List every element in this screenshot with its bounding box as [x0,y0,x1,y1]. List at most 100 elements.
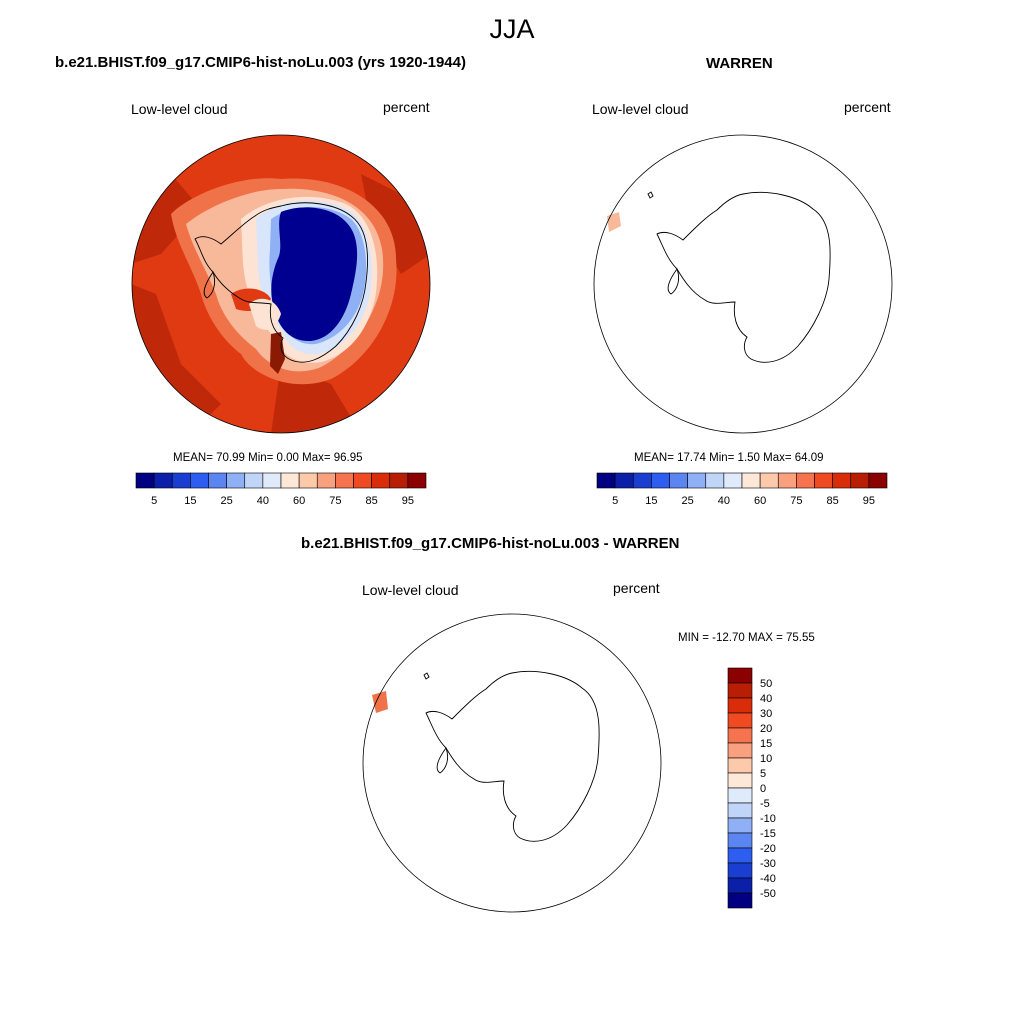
panel2-colorbar-swatch [705,472,725,489]
panel3-colorbar-swatch [727,772,753,789]
panel1-title: b.e21.BHIST.f09_g17.CMIP6-hist-noLu.003 … [55,54,466,71]
panel1-colorbar-tick-label: 95 [402,495,414,507]
panel2-colorbar: 5 15 25 40 60 75 85 95 [596,472,888,507]
panel3-colorbar-tick-label: 50 [760,678,772,690]
panel3-title: b.e21.BHIST.f09_g17.CMIP6-hist-noLu.003 … [301,535,680,552]
panel3-colorbar-swatch [727,847,753,864]
panel2-colorbar-swatch [759,472,779,489]
panel3-colorbar-swatch [727,727,753,744]
panel1-colorbar-swatch [226,472,246,489]
panel2-stats: MEAN= 17.74 Min= 1.50 Max= 64.09 [634,452,824,464]
panel2-colorbar-swatch [832,472,852,489]
panel2-data-patch [607,212,621,232]
panel1-colorbar-tick-label: 60 [293,495,305,507]
panel2-colorbar-tick-label: 5 [612,495,618,507]
panel3-colorbar-tick-label: 30 [760,708,772,720]
panel2-coastline [647,191,831,363]
panel2-colorbar-swatch [651,472,670,489]
panel3-colorbar-tick-label: -40 [760,873,776,885]
panel1-units-label: percent [383,99,430,115]
panel2-colorbar-tick-label: 25 [682,495,694,507]
panel1-colorbar-swatch [262,472,282,489]
panel3-colorbar-tick-label: 0 [760,783,766,795]
panel1-colorbar-swatch [280,472,300,489]
panel1-polar-map [131,134,431,434]
panel2-colorbar-swatch [669,472,688,489]
panel1-cloud-field [132,135,430,433]
panel3-colorbar-swatch [727,682,753,699]
panel3-colorbar-tick-label: -10 [760,813,776,825]
panel1-colorbar-swatch [153,472,173,489]
panel2-colorbar-tick-label: 60 [754,495,766,507]
panel1-colorbar-swatch [135,472,155,489]
panel3-colorbar-swatch [727,757,753,774]
panel1-colorbar-swatch [407,472,427,489]
panel2-title: WARREN [706,55,773,72]
panel2-colorbar-swatch [777,472,797,489]
panel3-colorbar-swatch [727,712,753,729]
panel3-map-border [362,613,662,913]
panel2-colorbar-swatch [687,472,707,489]
panel1-colorbar-tick-label: 40 [257,495,269,507]
panel2-colorbar-swatch [868,472,888,489]
panel2-colorbar-swatch [796,472,815,489]
panel3-units-label: percent [613,580,660,596]
panel1-stats: MEAN= 70.99 Min= 0.00 Max= 96.95 [173,452,363,464]
panel1-map-border [131,134,431,434]
panel1-colorbar-swatch [298,472,318,489]
panel1-colorbar-swatch [208,472,227,489]
panel2-colorbar-swatch [632,472,652,489]
panel2-colorbar-swatch [723,472,743,489]
panel2-map-border [593,134,893,434]
panel3-colorbar-swatch [727,802,753,819]
panel1-colorbar-swatch [389,472,409,489]
panel1-coastline [194,202,368,363]
panel2-colorbar-swatch [814,472,833,489]
panel1-variable-label: Low-level cloud [131,101,228,117]
panel3-stats: MIN = -12.70 MAX = 75.55 [678,632,815,644]
panel3-colorbar-tick-label: -30 [760,858,776,870]
panel3-colorbar-tick-label: 15 [760,738,772,750]
panel3-colorbar-tick-label: -15 [760,828,776,840]
panel3-colorbar-tick-label: 5 [760,768,766,780]
panel3-colorbar-tick-label: 20 [760,723,772,735]
panel2-colorbar-swatch [850,472,870,489]
panel2-colorbar-swatch [596,472,616,489]
panel1-colorbar-swatch [353,472,372,489]
panel3-colorbar-swatch [727,667,753,684]
panel3-colorbar-swatch [727,862,753,879]
panel3-colorbar-swatch [727,877,753,894]
panel3-coastline [423,670,600,842]
panel2-colorbar-tick-label: 40 [718,495,730,507]
panel1-colorbar-swatch [371,472,391,489]
panel3-data-patch [372,691,388,713]
panel3-colorbar-tick-label: -50 [760,888,776,900]
figure-title: JJA [489,14,535,44]
panel3-colorbar-tick-label: -20 [760,843,776,855]
panel1-colorbar-tick-label: 75 [329,495,341,507]
panel3-colorbar-tick-label: -5 [760,798,770,810]
panel3-colorbar-tick-label: 10 [760,753,772,765]
panel3-colorbar-swatch [727,697,753,714]
panel2-polar-map [593,134,893,434]
panel2-colorbar-swatch [614,472,634,489]
panel3-colorbar-tick-label: 40 [760,693,772,705]
panel2-variable-label: Low-level cloud [592,101,689,117]
panel3-polar-map [362,613,662,913]
panel1-colorbar-swatch [335,472,354,489]
panel2-colorbar-tick-label: 75 [790,495,802,507]
panel2-colorbar-swatch [741,472,761,489]
panel2-colorbar-tick-label: 15 [645,495,657,507]
panel1-colorbar-swatch [244,472,264,489]
panel1-colorbar-swatch [316,472,336,489]
panel3-colorbar-swatch [727,787,753,804]
panel3-colorbar-swatch [727,817,753,834]
panel2-colorbar-tick-label: 95 [863,495,875,507]
panel1-colorbar: 5 15 25 40 60 75 85 95 [135,472,427,507]
panel3-colorbar-swatch [727,742,753,759]
panel3-colorbar-swatch [727,892,753,909]
panel1-colorbar-tick-label: 15 [184,495,196,507]
panel2-colorbar-tick-label: 85 [827,495,839,507]
panel1-colorbar-swatch [171,472,191,489]
